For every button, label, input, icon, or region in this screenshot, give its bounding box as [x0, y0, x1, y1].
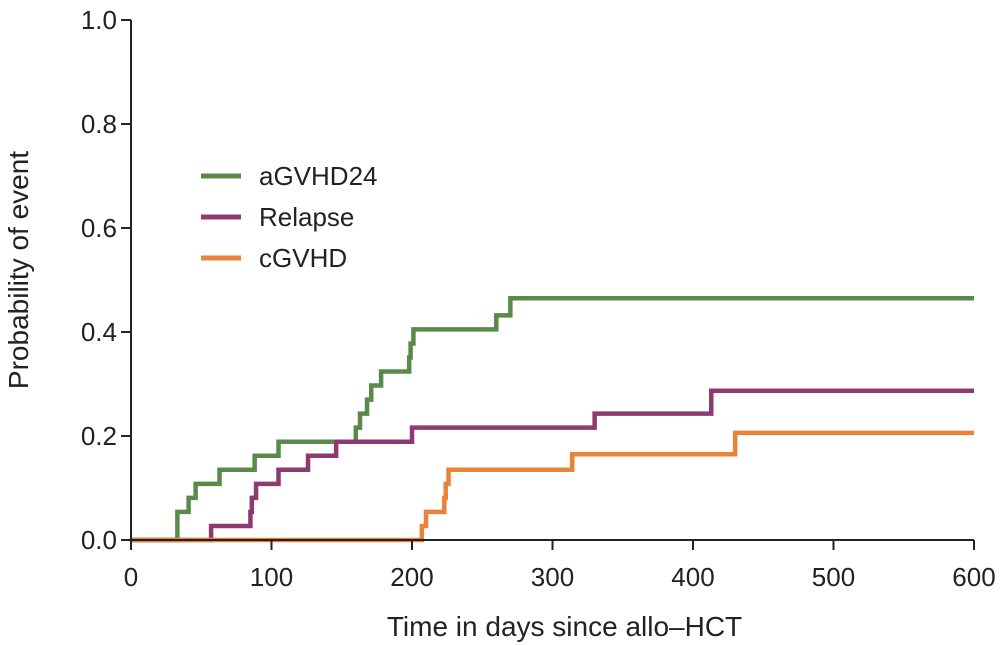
axes-layer [130, 20, 974, 541]
x-axis-title: Time in days since allo–HCT [387, 611, 742, 642]
x-tick-label: 400 [671, 562, 714, 592]
series-line-agvhd24 [131, 295, 974, 543]
x-tick-label: 0 [124, 562, 138, 592]
series-line-relapse [131, 388, 974, 543]
y-tick-label: 0.2 [81, 421, 117, 451]
y-tick-label: 1.0 [81, 5, 117, 35]
legend-label-cgvhd: cGVHD [259, 243, 347, 273]
legend-label-relapse: Relapse [259, 202, 354, 232]
y-tick-label: 0.0 [81, 525, 117, 555]
x-tick-label: 600 [952, 562, 995, 592]
y-tick-label: 0.8 [81, 109, 117, 139]
series-layer [131, 295, 974, 543]
series-line-cgvhd [131, 430, 974, 543]
legend: aGVHD24 Relapse cGVHD [201, 161, 378, 273]
y-axis-title: Probability of event [3, 151, 34, 389]
x-tick-label: 500 [812, 562, 855, 592]
y-tick-label: 0.6 [81, 213, 117, 243]
y-ticks: 0.0 0.2 0.4 0.6 0.8 1.0 [81, 5, 131, 555]
y-tick-label: 0.4 [81, 317, 117, 347]
x-tick-label: 100 [250, 562, 293, 592]
x-ticks: 0 100 200 300 400 500 600 [124, 540, 996, 592]
x-tick-label: 200 [390, 562, 433, 592]
legend-label-agvhd24: aGVHD24 [259, 161, 378, 191]
x-tick-label: 300 [531, 562, 574, 592]
